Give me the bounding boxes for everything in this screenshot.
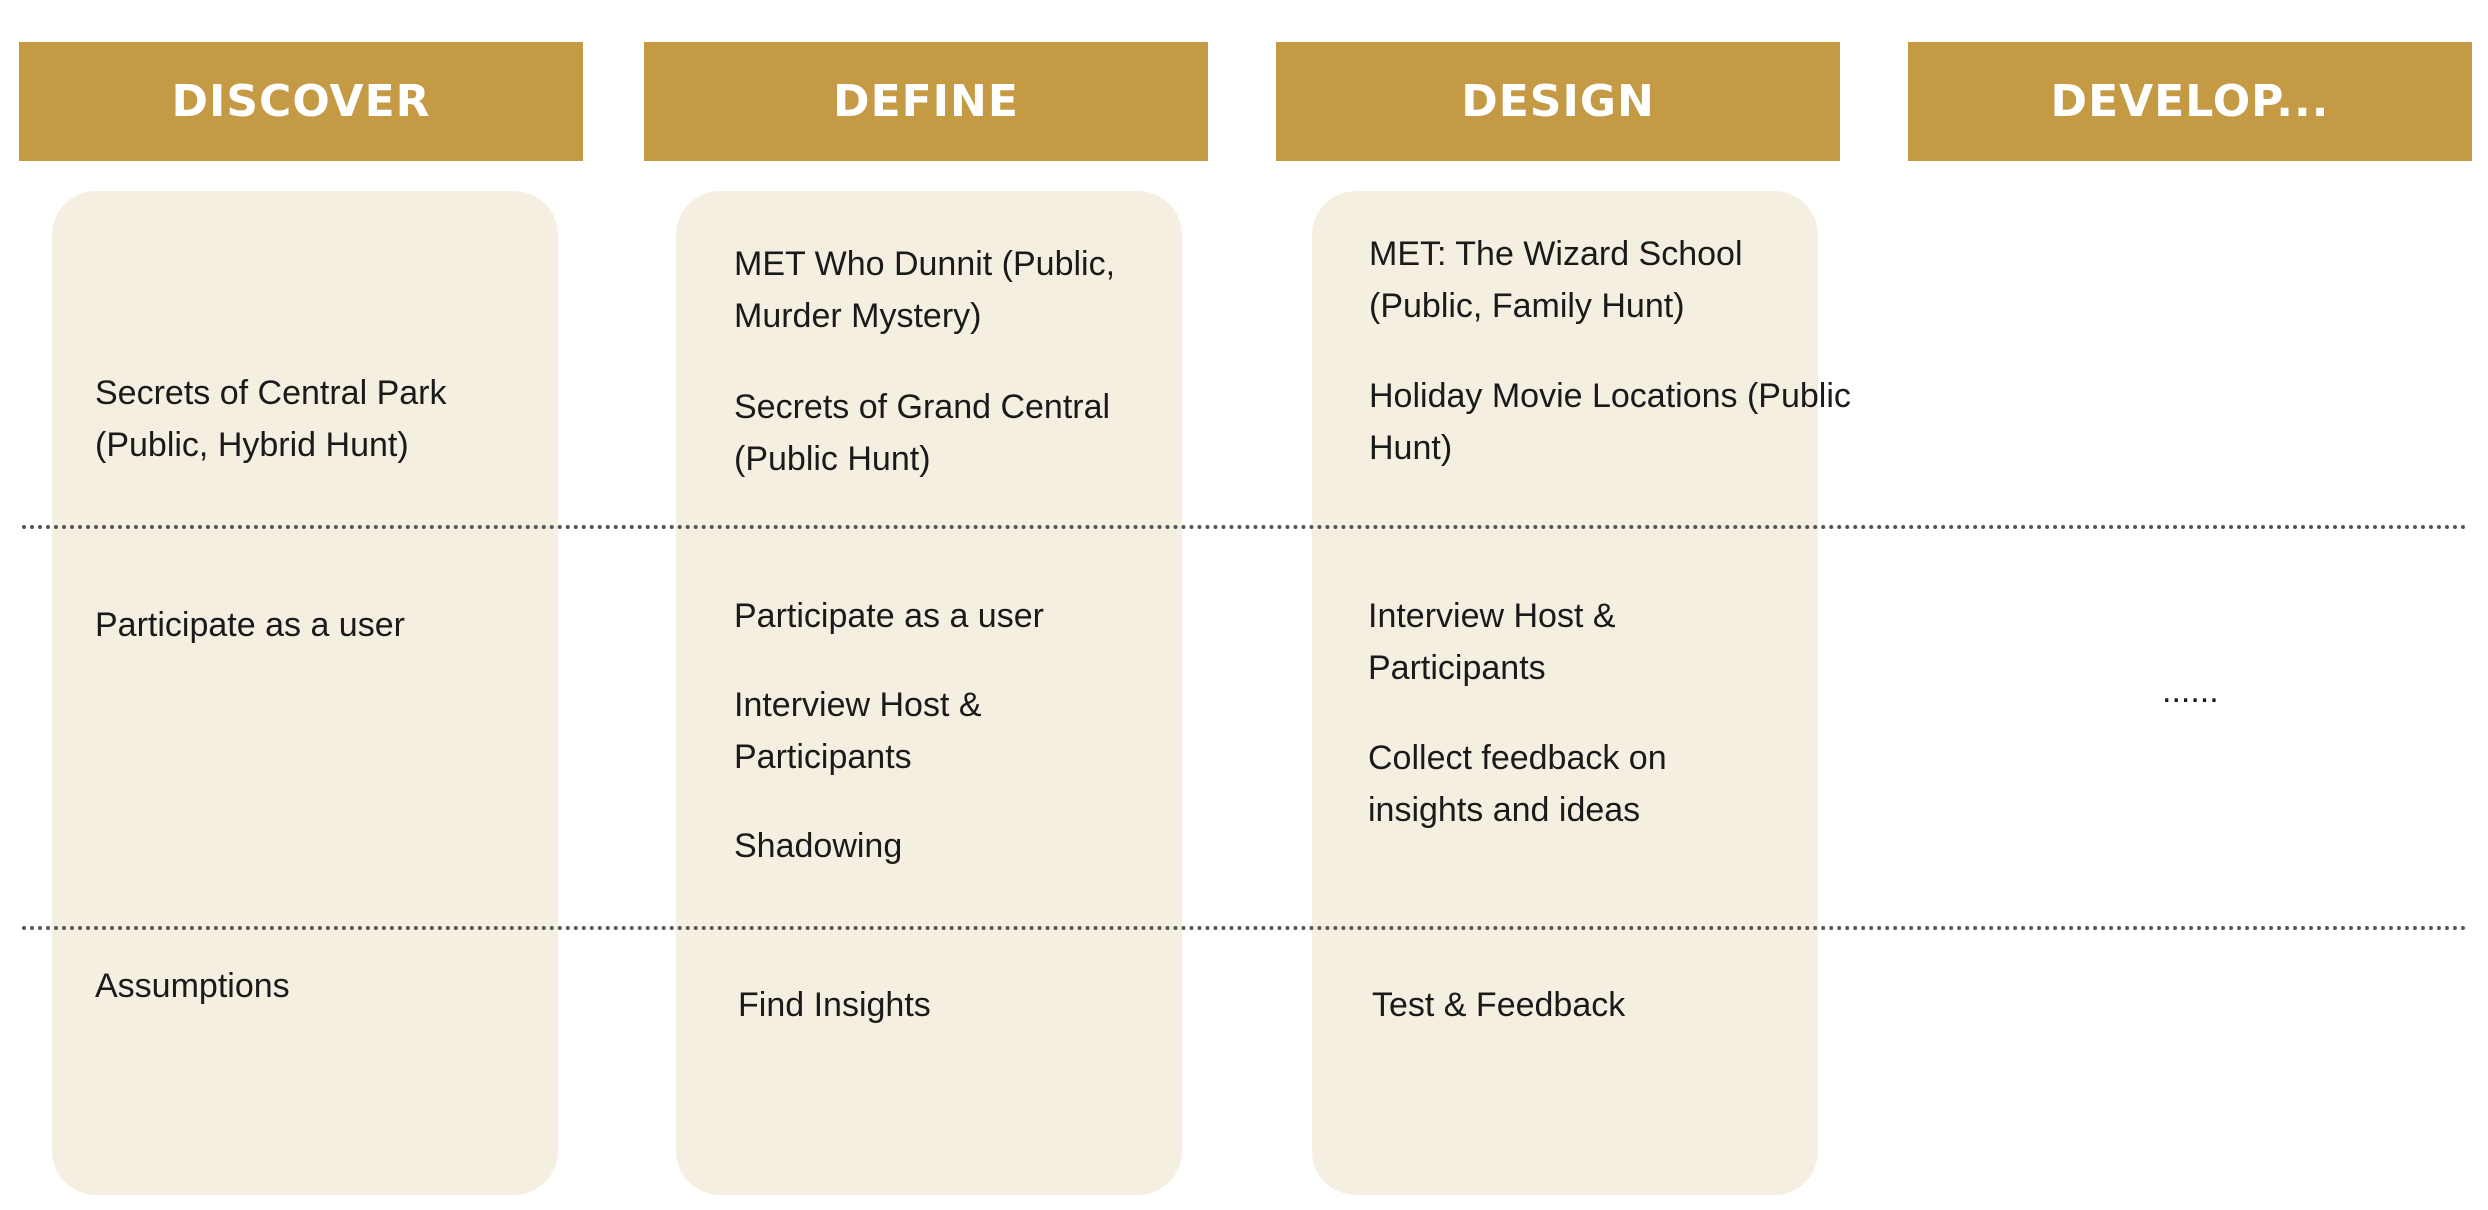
design-hunt-item-2: Holiday Movie Locations (Public Hunt) [1369, 370, 1851, 474]
design-hunt2-line2: Hunt) [1369, 429, 1453, 467]
design-method1-line2: Participants [1368, 649, 1546, 687]
define-hunt-item-1: MET Who Dunnit (Public, Murder Mystery) [734, 238, 1115, 342]
define-outcome: Find Insights [738, 986, 931, 1024]
define-hunt2-line2: (Public Hunt) [734, 440, 931, 478]
design-method-item-1: Interview Host & Participants [1368, 590, 1616, 694]
design-outcome: Test & Feedback [1372, 986, 1626, 1024]
define-method2-line2: Participants [734, 738, 912, 776]
discover-hunt-line1: Secrets of Central Park [95, 374, 447, 412]
define-hunt1-line1: MET Who Dunnit (Public, [734, 245, 1116, 283]
discover-method-item: Participate as a user [95, 606, 405, 644]
discover-hunt-item: Secrets of Central Park (Public, Hybrid … [95, 367, 446, 471]
header-discover: DISCOVER [19, 42, 583, 161]
design-method1-line1: Interview Host & [1368, 597, 1616, 635]
design-hunt1-line1: MET: The Wizard School [1369, 235, 1743, 273]
design-method2-line1: Collect feedback on [1368, 739, 1667, 777]
discover-outcome: Assumptions [95, 967, 290, 1005]
design-hunt2-line1: Holiday Movie Locations (Public [1369, 377, 1851, 415]
design-hunt1-line2: (Public, Family Hunt) [1369, 287, 1685, 325]
define-method-item-2: Interview Host & Participants [734, 679, 982, 783]
define-method2-line1: Interview Host & [734, 686, 982, 724]
develop-ellipsis: ...... [2162, 672, 2219, 710]
define-hunt2-line1: Secrets of Grand Central [734, 388, 1111, 426]
define-column-card [676, 191, 1182, 1195]
row-divider-top [22, 525, 2468, 529]
header-define: DEFINE [644, 42, 1208, 161]
design-hunt-item-1: MET: The Wizard School (Public, Family H… [1369, 228, 1743, 332]
design-column-card [1312, 191, 1818, 1195]
header-design: DESIGN [1276, 42, 1840, 161]
define-method-item-3: Shadowing [734, 827, 903, 865]
header-develop: DEVELOP... [1908, 42, 2472, 161]
define-hunt1-line2: Murder Mystery) [734, 297, 982, 335]
define-hunt-item-2: Secrets of Grand Central (Public Hunt) [734, 381, 1110, 485]
design-method2-line2: insights and ideas [1368, 791, 1641, 829]
define-method-item-1: Participate as a user [734, 597, 1044, 635]
discover-column-card [52, 191, 558, 1195]
discover-hunt-line2: (Public, Hybrid Hunt) [95, 426, 409, 464]
row-divider-bottom [22, 926, 2468, 930]
design-method-item-2: Collect feedback on insights and ideas [1368, 732, 1667, 836]
